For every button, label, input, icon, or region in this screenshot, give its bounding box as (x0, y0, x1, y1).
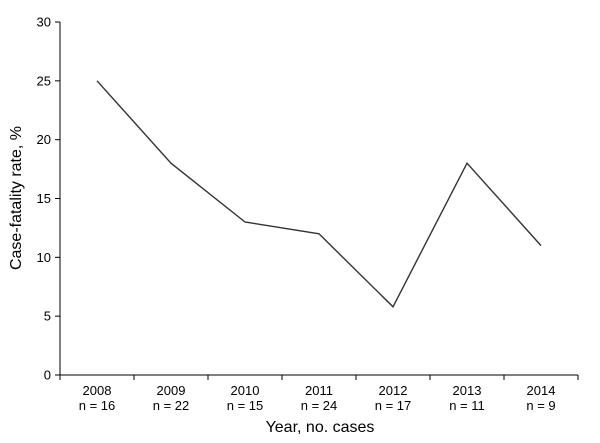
y-tick-label: 30 (37, 15, 51, 30)
x-tick-label: 2010 (231, 383, 260, 398)
x-tick-label: 2012 (379, 383, 408, 398)
x-tick-sublabel: n = 24 (301, 398, 338, 413)
y-axis: 0 5 10 15 20 25 30 (37, 15, 61, 383)
x-tick-sublabel: n = 11 (449, 398, 485, 413)
x-tick-label: 2014 (527, 383, 556, 398)
x-tick-label: 2013 (453, 383, 482, 398)
y-tick-label: 20 (37, 132, 51, 147)
y-tick-label: 25 (37, 73, 51, 88)
y-axis-title: Case-fatality rate, % (8, 126, 25, 270)
x-tick-sublabel: n = 22 (153, 398, 190, 413)
series-line-0 (96, 80, 542, 308)
x-tick-sublabel: n = 9 (526, 398, 555, 413)
x-tick-label: 2011 (305, 383, 333, 398)
x-tick-label: 2009 (157, 383, 186, 398)
y-tick-label: 10 (37, 250, 51, 265)
series-group (96, 80, 542, 308)
y-tick-label: 5 (44, 309, 51, 324)
y-tick-label: 0 (44, 368, 51, 383)
x-axis-title: Year, no. cases (266, 419, 375, 436)
x-tick-label: 2008 (83, 383, 112, 398)
x-tick-sublabel: n = 16 (79, 398, 116, 413)
y-tick-label: 15 (37, 191, 51, 206)
x-tick-sublabel: n = 17 (375, 398, 412, 413)
x-tick-sublabel: n = 15 (227, 398, 264, 413)
